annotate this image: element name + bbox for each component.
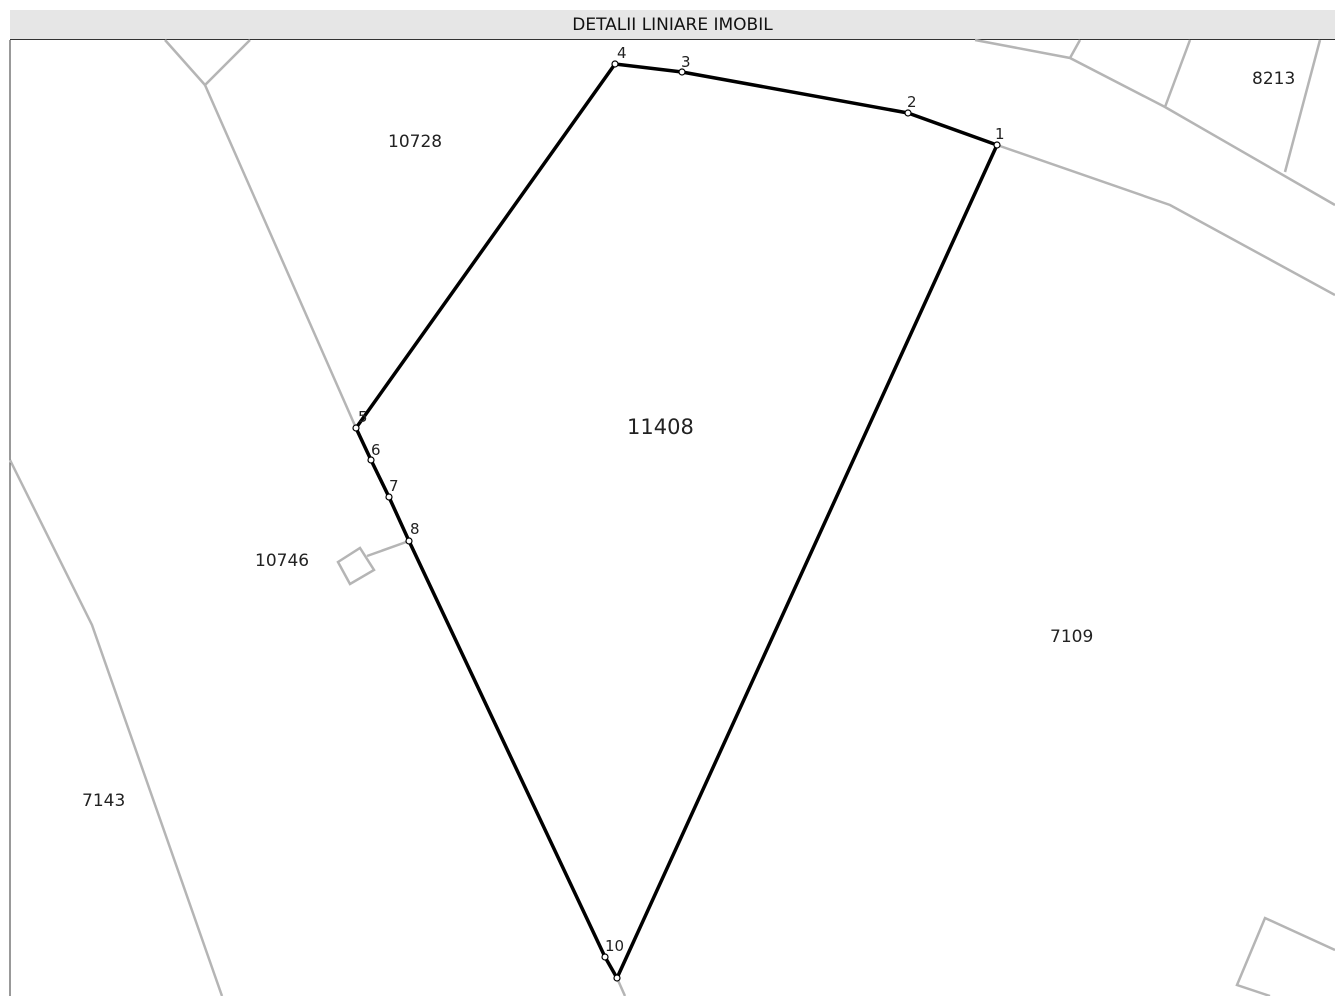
vertex-label: 8 xyxy=(410,520,420,538)
vertex-points xyxy=(352,60,1001,982)
parcel-label: 11408 xyxy=(627,415,694,439)
vertex-label: 6 xyxy=(371,441,381,459)
vertex-label: 4 xyxy=(617,44,627,62)
neighbor-boundaries xyxy=(8,38,1335,996)
parcel-label: 10728 xyxy=(388,132,442,152)
parcel-label: 7143 xyxy=(82,791,125,811)
vertex-label: 7 xyxy=(389,477,399,495)
parcel-label: 10746 xyxy=(255,551,309,571)
header-title: DETALII LINIARE IMOBIL xyxy=(10,10,1335,40)
parcel-label: 8213 xyxy=(1252,69,1295,89)
vertex-label: 2 xyxy=(907,93,917,111)
vertex-label: 1 xyxy=(995,125,1005,143)
vertex-label: 3 xyxy=(681,53,691,71)
vertex-label: 10 xyxy=(605,937,624,955)
vertex-label: 5 xyxy=(358,408,368,426)
property-outline xyxy=(354,62,999,980)
parcel-label: 7109 xyxy=(1050,627,1093,647)
